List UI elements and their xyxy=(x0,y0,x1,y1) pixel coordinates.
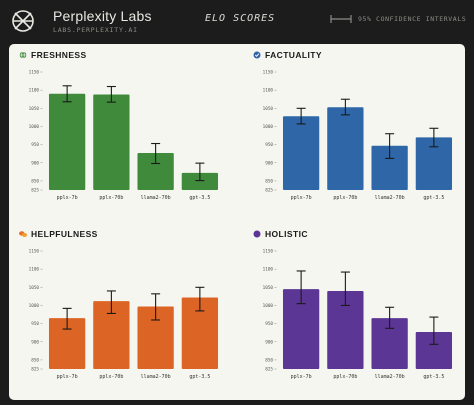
factuality-bar-pplx-70b xyxy=(327,107,364,190)
circle-icon-disc xyxy=(253,230,261,238)
freshness-category-label: gpt-3.5 xyxy=(189,195,210,201)
helpfulness-bar-llama2-70b xyxy=(137,306,174,369)
brand-title: Perplexity Labs xyxy=(53,8,152,24)
factuality-y-tick-label: 1050 xyxy=(263,106,274,112)
holistic-y-tick-label: 1100 xyxy=(263,267,274,273)
freshness-y-tick-label: 950 xyxy=(31,142,39,148)
holistic-y-tick-label: 900 xyxy=(265,339,273,345)
holistic-bar-pplx-70b xyxy=(327,290,364,369)
helpfulness-bar-gpt-3-5 xyxy=(181,297,219,369)
factuality-category-label: pplx-70b xyxy=(333,195,357,201)
helpfulness-category-label: llama2-70b xyxy=(141,374,171,380)
factuality-y-tick-label: 950 xyxy=(265,142,273,148)
helpfulness-category-label: pplx-7b xyxy=(57,374,78,380)
brand-url[interactable]: LABS.PERPLEXITY.AI xyxy=(53,26,138,34)
helpfulness-title: HELPFULNESS xyxy=(31,229,98,239)
holistic-y-tick-label: 1050 xyxy=(263,285,274,291)
factuality-y-tick-label: 1000 xyxy=(263,124,274,130)
helpfulness-category-label: pplx-70b xyxy=(99,374,123,380)
freshness-bar-llama2-70b xyxy=(137,152,174,190)
helpfulness-y-tick-label: 850 xyxy=(31,357,39,363)
freshness-y-tick-label: 1150 xyxy=(29,70,40,76)
confidence-interval-icon xyxy=(330,15,352,23)
helpfulness-bar-pplx-7b xyxy=(48,318,86,369)
factuality-y-tick-label: 900 xyxy=(265,160,273,166)
holistic-category-label: pplx-7b xyxy=(291,374,312,380)
factuality-y-tick-label: 1100 xyxy=(263,88,274,94)
factuality-y-tick-label: 825 xyxy=(265,188,273,194)
factuality-category-label: gpt-3.5 xyxy=(423,195,444,201)
globe-icon-meridian xyxy=(21,51,25,59)
holistic-bar-llama2-70b xyxy=(371,318,408,369)
helpfulness-y-tick-label: 1000 xyxy=(29,303,40,309)
holistic-bar-gpt-3-5 xyxy=(415,331,453,369)
helpfulness-y-tick-label: 900 xyxy=(31,339,39,345)
helpfulness-y-tick-label: 1150 xyxy=(29,249,40,255)
perplexity-logo-icon xyxy=(12,10,34,32)
helpfulness-y-tick-label: 1100 xyxy=(29,267,40,273)
page-title: ELO SCORES xyxy=(205,13,276,24)
factuality-category-label: pplx-7b xyxy=(291,195,312,201)
holistic-y-tick-label: 1000 xyxy=(263,303,274,309)
holistic-y-tick-label: 850 xyxy=(265,357,273,363)
freshness-title: FRESHNESS xyxy=(31,50,87,60)
factuality-title: FACTUALITY xyxy=(265,50,322,60)
factuality-bar-llama2-70b xyxy=(371,145,408,190)
holistic-category-label: gpt-3.5 xyxy=(423,374,444,380)
holistic-y-tick-label: 950 xyxy=(265,321,273,327)
helpfulness-y-tick-label: 950 xyxy=(31,321,39,327)
circle-icon xyxy=(253,230,261,238)
holistic-category-label: pplx-70b xyxy=(333,374,357,380)
freshness-bar-pplx-70b xyxy=(93,94,130,190)
factuality-y-tick-label: 850 xyxy=(265,178,273,184)
helpfulness-bar-pplx-70b xyxy=(93,301,130,369)
check-circle-icon xyxy=(253,51,261,59)
freshness-y-tick-label: 825 xyxy=(31,188,39,194)
freshness-category-label: llama2-70b xyxy=(141,195,171,201)
chat-bubbles-icon xyxy=(19,231,28,237)
freshness-bar-pplx-7b xyxy=(48,93,86,190)
confidence-interval-legend: 95% CONFIDENCE INTERVALS xyxy=(358,15,467,23)
check-circle-icon-disc xyxy=(253,51,261,59)
freshness-y-tick-label: 1000 xyxy=(29,124,40,130)
helpfulness-y-tick-label: 825 xyxy=(31,367,39,373)
helpfulness-y-tick-label: 1050 xyxy=(29,285,40,291)
freshness-y-tick-label: 900 xyxy=(31,160,39,166)
holistic-y-tick-label: 825 xyxy=(265,367,273,373)
holistic-bar-pplx-7b xyxy=(282,289,320,369)
helpfulness-category-label: gpt-3.5 xyxy=(189,374,210,380)
chat-bubble-front xyxy=(21,233,28,237)
holistic-category-label: llama2-70b xyxy=(375,374,405,380)
freshness-y-tick-label: 1100 xyxy=(29,88,40,94)
factuality-y-tick-label: 1150 xyxy=(263,70,274,76)
freshness-category-label: pplx-70b xyxy=(99,195,123,201)
freshness-y-tick-label: 1050 xyxy=(29,106,40,112)
freshness-bar-gpt-3-5 xyxy=(181,172,219,190)
factuality-bar-pplx-7b xyxy=(282,116,320,190)
freshness-y-tick-label: 850 xyxy=(31,178,39,184)
header: Perplexity Labs LABS.PERPLEXITY.AI ELO S… xyxy=(0,0,474,40)
holistic-title: HOLISTIC xyxy=(265,229,308,239)
globe-icon xyxy=(19,51,27,59)
freshness-category-label: pplx-7b xyxy=(57,195,78,201)
holistic-y-tick-label: 1150 xyxy=(263,249,274,255)
check-circle-icon-check xyxy=(254,53,260,57)
factuality-bar-gpt-3-5 xyxy=(415,137,453,190)
factuality-category-label: llama2-70b xyxy=(375,195,405,201)
